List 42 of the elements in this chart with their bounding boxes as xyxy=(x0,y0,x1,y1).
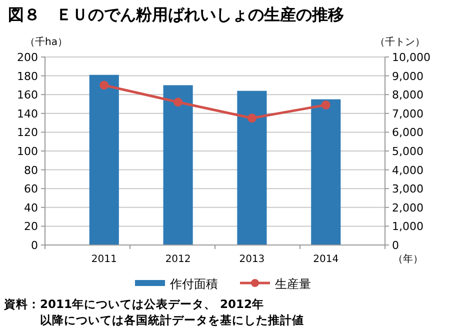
y2-axis-title: （千トン） xyxy=(375,36,425,48)
y2-tick-label: 2,000 xyxy=(392,201,424,214)
bar xyxy=(311,99,341,245)
text: 資料：2011年については公表データ、 2012年 xyxy=(3,297,264,311)
x-tick-label: 2012 xyxy=(165,254,191,265)
point xyxy=(100,80,109,90)
chart-title: 図８ ＥＵのでん粉用ばれいしょの生産の推移 xyxy=(8,5,344,24)
y-tick-label: 60 xyxy=(24,182,38,196)
y2-tick-label: 9,000 xyxy=(392,70,424,83)
y2-tick-label: 0 xyxy=(392,239,399,252)
text: 以降については各国統計データを基にした推計値 xyxy=(40,313,304,327)
bar xyxy=(89,74,119,245)
y-tick-label: 100 xyxy=(17,145,38,158)
y-axis-title: （千ha） xyxy=(25,36,68,48)
y-tick-label: 120 xyxy=(17,126,38,140)
y-tick-label: 160 xyxy=(17,88,38,102)
y-tick-label: 200 xyxy=(17,51,38,64)
point xyxy=(247,114,256,123)
y-tick-label: 140 xyxy=(17,107,38,120)
legend-label: 作付面積 xyxy=(169,277,218,291)
x-axis-title: （年） xyxy=(393,253,423,265)
legend-label: 生産量 xyxy=(275,277,311,291)
x-tick-label: 2011 xyxy=(91,254,117,265)
y2-tick-label: 4,000 xyxy=(392,164,424,177)
y2-tick-label: 1,000 xyxy=(392,220,424,234)
y2-tick-label: 8,000 xyxy=(392,88,424,102)
y-tick-label: 40 xyxy=(24,201,38,214)
y2-tick-label: 5,000 xyxy=(392,145,424,158)
y-tick-label: 80 xyxy=(24,164,38,177)
y-tick-label: 180 xyxy=(17,70,38,83)
x-tick-label: 2014 xyxy=(313,254,339,265)
y2-tick-label: 3,000 xyxy=(392,182,424,196)
y2-tick-label: 6,000 xyxy=(392,126,424,140)
y-tick-label: 0 xyxy=(31,239,38,252)
y2-tick-label: 10,000 xyxy=(392,51,430,64)
bar xyxy=(237,90,267,245)
point xyxy=(174,98,183,107)
y2-tick-label: 7,000 xyxy=(392,107,424,120)
bar xyxy=(163,85,193,245)
x-tick-label: 2013 xyxy=(239,254,265,265)
y-tick-label: 20 xyxy=(24,220,38,234)
point xyxy=(321,100,330,110)
